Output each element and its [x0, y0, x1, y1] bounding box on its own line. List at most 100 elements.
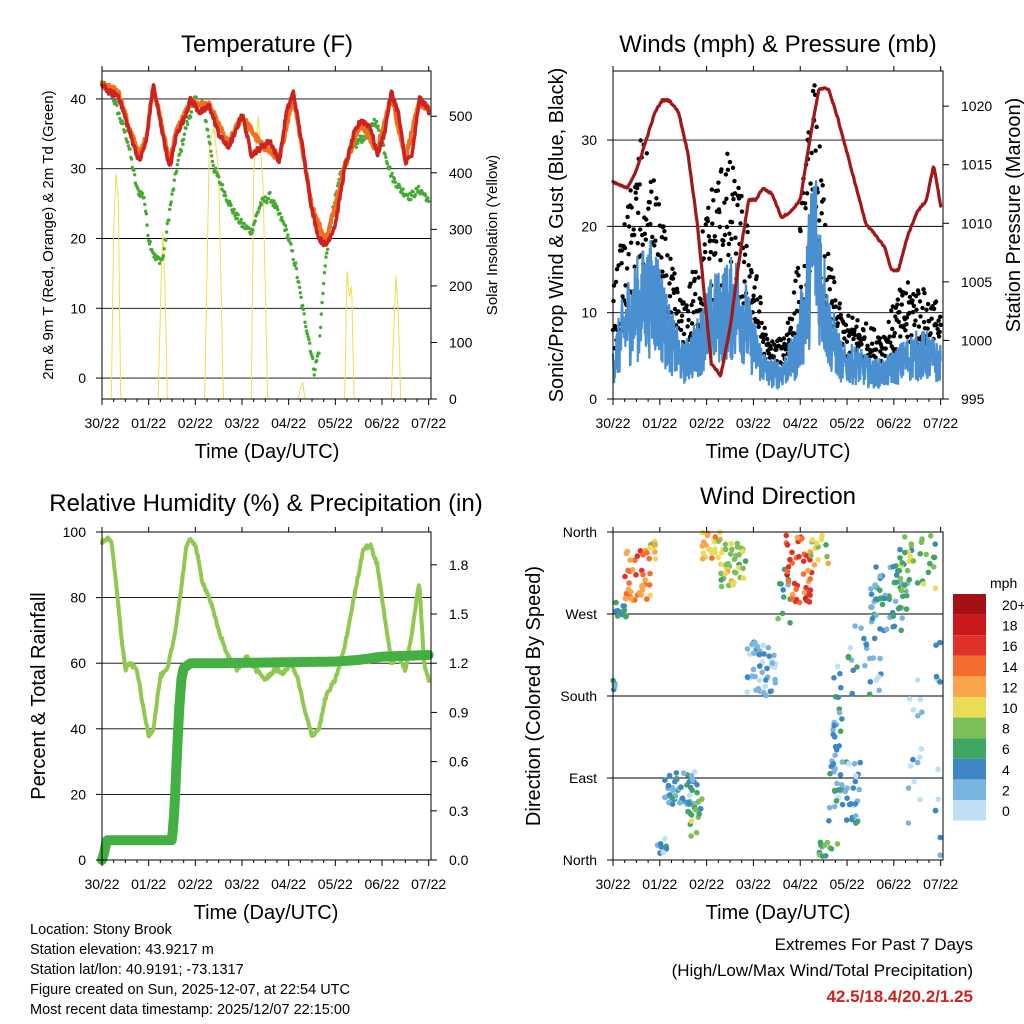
direction-point	[886, 596, 893, 603]
direction-point	[652, 541, 659, 548]
pressure-series	[611, 86, 943, 378]
dewpoint-point	[165, 221, 169, 226]
gust-point	[835, 321, 840, 326]
speed-legend: mph 20+ 18 16 14 12 10 8 6 4 2 0	[953, 575, 1024, 821]
gust-point	[789, 317, 795, 322]
direction-point	[623, 591, 630, 597]
gust-point	[674, 286, 680, 291]
direction-point	[903, 606, 910, 612]
direction-point	[905, 785, 912, 791]
gust-point	[648, 221, 653, 227]
gust-point	[730, 165, 736, 170]
direction-point	[794, 534, 801, 541]
gust-point	[765, 336, 770, 342]
precip-ytick-label: 1.2	[449, 655, 469, 671]
legend-swatch	[953, 676, 986, 697]
gust-point	[741, 259, 747, 265]
dewpoint-point	[176, 158, 180, 162]
gust-point	[729, 236, 734, 242]
gust-point	[686, 317, 691, 323]
winds-ytick-label: 20	[581, 218, 597, 234]
direction-point	[906, 558, 913, 564]
gust-point	[735, 202, 740, 208]
direction-point	[787, 620, 793, 626]
gust-point	[739, 209, 745, 214]
direction-point	[803, 584, 809, 591]
extremes-subtitle: (High/Low/Max Wind/Total Precipitation)	[671, 961, 973, 980]
gust-point	[905, 334, 910, 339]
direction-point	[845, 654, 852, 661]
temperature-xtick-label: 04/22	[271, 415, 306, 431]
direction-point	[808, 552, 814, 559]
direction-point	[873, 612, 879, 618]
direction-point	[854, 818, 861, 825]
direction-point	[673, 770, 680, 776]
gust-point	[892, 330, 897, 336]
gust-point	[678, 327, 684, 333]
direction-point	[662, 794, 668, 801]
dewpoint-point	[123, 129, 128, 133]
gust-point	[798, 284, 804, 290]
gust-point	[838, 312, 843, 318]
direction-point	[854, 664, 860, 670]
dewpoint-point	[302, 312, 306, 316]
gust-point	[820, 183, 825, 188]
gust-point	[667, 281, 672, 286]
gust-point	[910, 298, 915, 303]
gust-point	[886, 319, 891, 325]
direction-point	[723, 561, 730, 568]
gust-point	[762, 325, 767, 331]
dewpoint-point	[297, 280, 301, 284]
gust-point	[749, 270, 754, 275]
legend-swatch	[953, 758, 986, 780]
gust-point	[903, 328, 908, 333]
precip-ytick-label: 0.9	[449, 704, 469, 720]
gust-point	[833, 298, 838, 303]
direction-point	[834, 663, 841, 670]
direction-point	[890, 563, 897, 570]
direction-point	[775, 615, 781, 622]
direction-point	[850, 785, 857, 791]
gust-point	[758, 300, 763, 306]
pressure-ytick-label: 1010	[961, 215, 992, 231]
direction-point	[923, 551, 929, 558]
gust-point	[681, 300, 686, 305]
direction-point	[652, 549, 658, 555]
gust-point	[724, 224, 730, 230]
dewpoint-point	[213, 166, 218, 170]
gust-point	[793, 278, 798, 283]
dewpoint-point	[129, 157, 134, 161]
humidity-xtick-label: 07/22	[411, 876, 446, 892]
direction-xtick-label: 06/22	[876, 876, 911, 892]
rh-line	[100, 535, 431, 739]
dewpoint-point	[411, 190, 415, 194]
temp-2m-line	[100, 83, 431, 248]
direction-point	[763, 692, 769, 699]
direction-gridlines	[613, 613, 943, 779]
direction-point	[847, 645, 854, 651]
direction-point	[623, 550, 630, 557]
dewpoint-point	[372, 117, 376, 122]
direction-point	[875, 674, 882, 680]
direction-point	[646, 555, 652, 562]
dewpoint-point	[118, 116, 122, 121]
gust-point	[692, 276, 697, 282]
gust-point	[903, 291, 909, 296]
dewpoint-point	[168, 203, 173, 207]
humidity-ytick-label: 100	[63, 524, 87, 540]
gust-point	[921, 319, 927, 325]
dewpoint-point	[409, 197, 413, 202]
dewpoint-point	[325, 251, 329, 255]
direction-point	[692, 807, 699, 813]
gust-point	[706, 234, 711, 239]
dewpoint-point	[325, 247, 330, 251]
direction-point	[756, 677, 763, 684]
gust-point	[656, 252, 661, 257]
winds-ytick-label: 10	[581, 305, 597, 321]
direction-point	[679, 795, 686, 801]
direction-point	[876, 687, 882, 694]
direction-point	[621, 607, 628, 614]
direction-point	[904, 592, 910, 599]
direction-point	[877, 626, 883, 632]
dewpoint-point	[210, 159, 215, 164]
